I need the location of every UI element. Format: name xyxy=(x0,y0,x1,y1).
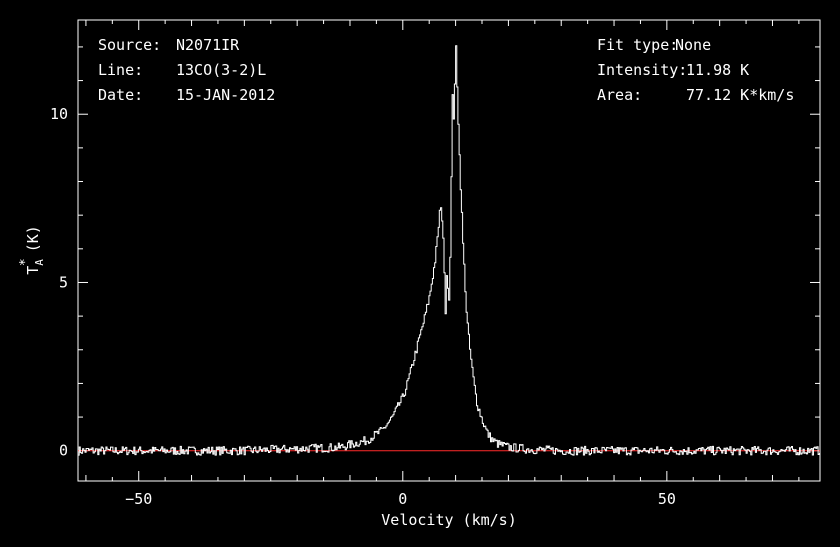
y-tick-label: 5 xyxy=(59,273,68,291)
intensity-value: 11.98 K xyxy=(686,61,749,79)
fit-type-value: None xyxy=(675,36,711,54)
y-tick-label: 10 xyxy=(50,105,68,123)
intensity-label: Intensity: xyxy=(597,61,687,79)
fit-type-label: Fit type: xyxy=(597,36,678,54)
y-axis-title: TA* (K) xyxy=(18,225,46,275)
y-axis-title-sub: A xyxy=(33,259,46,266)
line-value: 13CO(3-2)L xyxy=(176,61,266,79)
date-value: 15-JAN-2012 xyxy=(176,86,275,104)
y-tick-label: 0 xyxy=(59,442,68,460)
x-tick-label: 0 xyxy=(398,490,407,508)
x-tick-label: −50 xyxy=(125,490,152,508)
y-axis-title-main: T xyxy=(24,266,42,275)
axis-tick-labels: −50 0 50 0 5 10 xyxy=(50,105,676,508)
source-value: N2071IR xyxy=(176,36,240,54)
area-label: Area: xyxy=(597,86,642,104)
line-label: Line: xyxy=(98,61,143,79)
svg-text:TA*(K): TA* (K) xyxy=(18,225,46,275)
spectrum-series-line xyxy=(78,45,821,456)
y-axis-title-sup: * xyxy=(18,258,33,266)
plot-frame xyxy=(77,19,821,482)
x-tick-label: 50 xyxy=(658,490,676,508)
series-layer xyxy=(78,45,821,456)
source-label: Source: xyxy=(98,36,161,54)
area-value: 77.12 K*km/s xyxy=(686,86,794,104)
date-label: Date: xyxy=(98,86,143,104)
x-axis-title: Velocity (km/s) xyxy=(381,511,516,529)
y-axis-title-unit: (K) xyxy=(24,225,42,252)
